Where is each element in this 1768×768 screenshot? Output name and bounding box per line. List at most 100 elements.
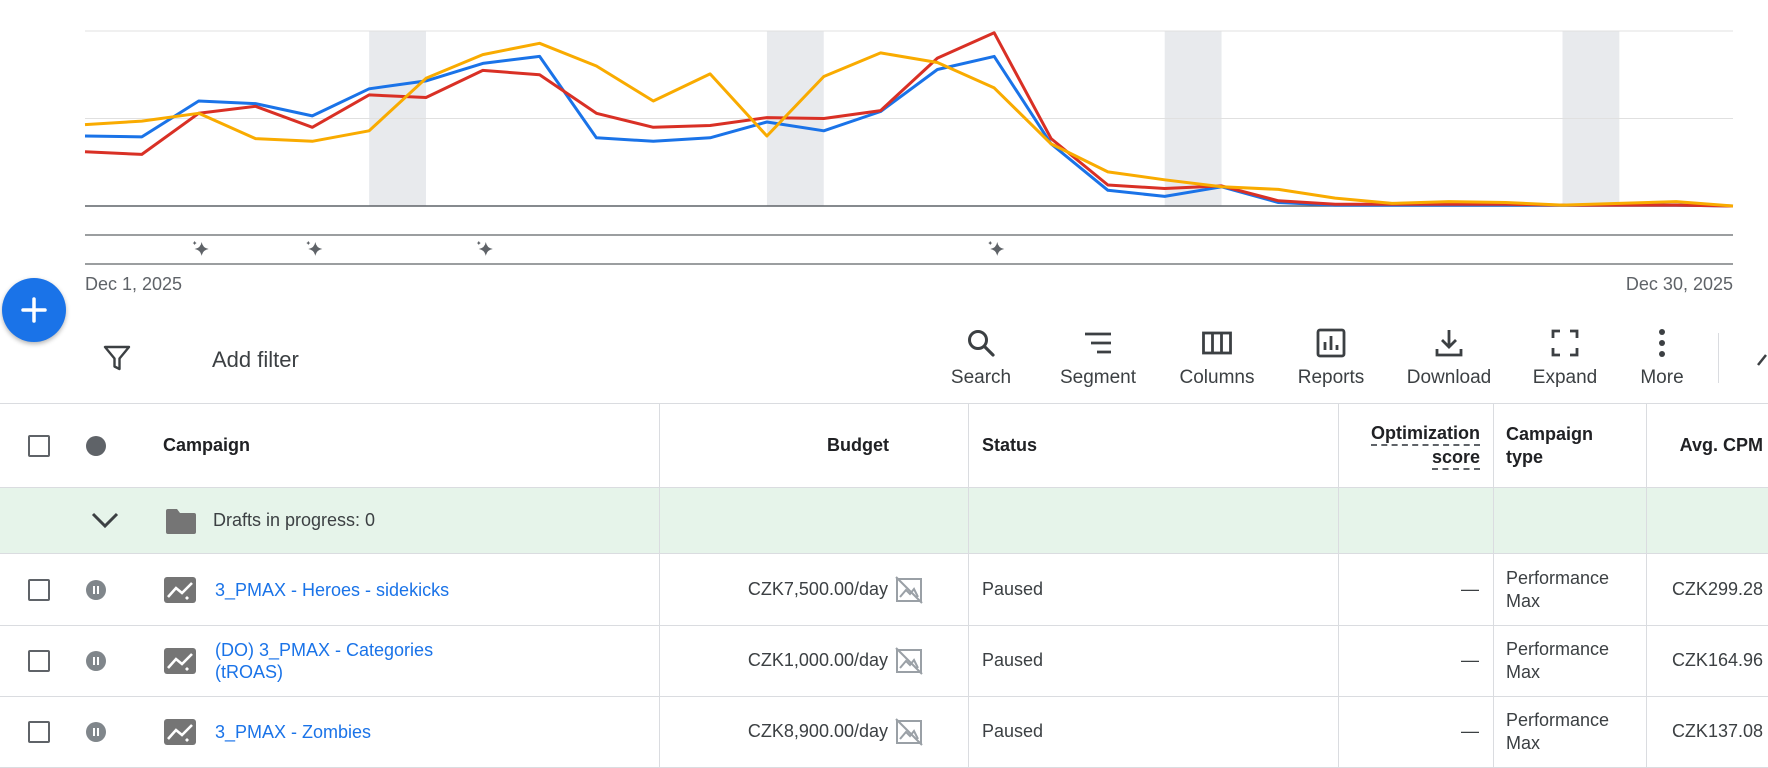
select-all-cell <box>28 404 50 487</box>
sparkle-annotation-icon[interactable] <box>192 241 209 256</box>
add-filter-button[interactable]: Add filter <box>212 347 299 372</box>
optimization-score-value: — <box>1339 625 1494 696</box>
header-campaign-type-line1: Campaign <box>1506 423 1594 444</box>
toolbar-divider <box>1718 333 1719 383</box>
header-optimization-score[interactable]: Optimization score <box>1339 404 1494 487</box>
download-icon <box>1435 330 1463 357</box>
series-line-1 <box>84 54 1734 208</box>
campaign-type-cell: Performance Max <box>1494 625 1647 696</box>
more-tool-button[interactable]: More <box>1607 327 1717 389</box>
performance-max-icon <box>164 647 196 674</box>
performance-chart: Dec 1, 2025 Dec 30, 2025 <box>0 0 1768 310</box>
create-button[interactable] <box>2 278 66 342</box>
campaign-name-link[interactable]: 3_PMAX - Zombies <box>215 721 371 743</box>
paused-status-icon <box>86 579 106 600</box>
row-status-cell <box>86 625 106 696</box>
status-filter-dot[interactable] <box>86 435 106 456</box>
campaign-type-line1: Performance <box>1506 567 1610 588</box>
table-row: 3_PMAX - Zombies CZK8,900.00/day Paused … <box>0 696 1768 768</box>
select-all-checkbox[interactable] <box>28 434 50 457</box>
segment-icon <box>1085 332 1111 354</box>
campaign-name-link[interactable]: (DO) 3_PMAX - Categories (tROAS) <box>215 639 433 683</box>
row-checkbox-cell <box>28 625 50 696</box>
row-campaign-cell: (DO) 3_PMAX - Categories (tROAS) <box>0 625 660 696</box>
campaign-name-link[interactable]: 3_PMAX - Heroes - sidekicks <box>215 579 449 601</box>
row-checkbox[interactable] <box>28 720 50 743</box>
download-tool-label: Download <box>1406 367 1492 388</box>
drafts-label: Drafts in progress: 0 <box>213 510 376 530</box>
row-checkbox-cell <box>28 696 50 767</box>
row-budget-cell: CZK8,900.00/day <box>660 696 969 767</box>
row-checkbox[interactable] <box>28 649 50 672</box>
search-tool-button[interactable]: Search <box>926 327 1036 389</box>
campaign-type-line2: Max <box>1506 732 1541 753</box>
drafts-divider-2 <box>660 488 969 553</box>
budget-value: CZK8,900.00/day <box>747 721 888 741</box>
status-dot-header <box>86 404 106 487</box>
drafts-row: Drafts in progress: 0 <box>0 488 1768 554</box>
performance-max-icon <box>164 718 196 745</box>
download-tool-button[interactable]: Download <box>1394 327 1504 389</box>
status-value[interactable]: Paused <box>969 625 1339 696</box>
filter-icon[interactable] <box>102 343 132 373</box>
row-checkbox[interactable] <box>28 578 50 601</box>
segment-tool-button[interactable]: Segment <box>1043 327 1153 389</box>
campaign-type-cell: Performance Max <box>1494 696 1647 767</box>
columns-icon <box>1202 331 1232 355</box>
header-campaign[interactable]: Campaign <box>0 404 660 487</box>
campaign-type-cell: Performance Max <box>1494 554 1647 625</box>
paused-status-icon <box>86 721 106 742</box>
more-vert-icon <box>1659 329 1665 357</box>
avg-cpm-value: CZK299.28 <box>1671 579 1763 599</box>
budget-image-off-icon[interactable] <box>894 575 924 605</box>
campaign-type-line1: Performance <box>1506 638 1610 659</box>
drafts-divider-3 <box>969 488 1339 553</box>
status-value[interactable]: Paused <box>969 696 1339 767</box>
folder-icon <box>166 509 196 534</box>
status-value[interactable]: Paused <box>969 554 1339 625</box>
line-chart <box>84 30 1734 265</box>
header-avg-cpm[interactable]: Avg. CPM <box>1679 435 1763 455</box>
budget-image-off-icon[interactable] <box>894 717 924 747</box>
header-budget[interactable]: Budget <box>660 404 969 487</box>
campaign-name-line1: (DO) 3_PMAX - Categories <box>215 639 434 660</box>
avg-cpm-value: CZK137.08 <box>1671 721 1763 741</box>
table-row: (DO) 3_PMAX - Categories (tROAS) CZK1,00… <box>0 625 1768 697</box>
sparkle-annotation-icon[interactable] <box>306 241 323 256</box>
expand-tool-button[interactable]: Expand <box>1510 327 1620 389</box>
header-optimization-score-line2: score <box>1431 446 1480 470</box>
chart-end-date: Dec 30, 2025 <box>1625 274 1733 294</box>
collapse-chevron-icon[interactable] <box>1756 353 1768 367</box>
paused-status-icon <box>86 650 106 671</box>
campaign-type-line2: Max <box>1506 661 1541 682</box>
optimization-score-value: — <box>1339 554 1494 625</box>
budget-value: CZK1,000.00/day <box>747 650 888 670</box>
table-header-row: Campaign Budget Status Optimization scor… <box>0 404 1768 488</box>
campaign-name-line1: 3_PMAX - Zombies <box>215 721 372 742</box>
header-optimization-score-line1: Optimization <box>1371 422 1480 446</box>
reports-tool-label: Reports <box>1297 367 1365 388</box>
expand-tool-label: Expand <box>1532 367 1598 388</box>
table-row: 3_PMAX - Heroes - sidekicks CZK7,500.00/… <box>0 554 1768 626</box>
columns-tool-button[interactable]: Columns <box>1162 327 1272 389</box>
plus-icon <box>21 297 47 323</box>
sparkle-annotation-icon[interactable] <box>476 241 493 256</box>
reports-tool-button[interactable]: Reports <box>1276 327 1386 389</box>
chart-start-date: Dec 1, 2025 <box>85 274 183 294</box>
avg-cpm-value: CZK164.96 <box>1671 650 1763 670</box>
optimization-score-value: — <box>1339 696 1494 767</box>
header-campaign-type[interactable]: Campaign type <box>1494 404 1647 487</box>
header-status[interactable]: Status <box>969 404 1339 487</box>
columns-tool-label: Columns <box>1179 367 1255 388</box>
table-toolbar: Add filter Search Segment Columns Report… <box>0 313 1768 404</box>
campaign-name-line1: 3_PMAX - Heroes - sidekicks <box>215 579 450 600</box>
performance-max-icon <box>164 576 196 603</box>
campaign-name-line2: (tROAS) <box>215 661 284 682</box>
more-tool-label: More <box>1640 367 1684 388</box>
chevron-down-icon[interactable] <box>90 510 120 530</box>
sparkle-annotation-icon[interactable] <box>988 241 1005 256</box>
search-icon <box>968 330 995 357</box>
search-tool-label: Search <box>950 367 1012 388</box>
budget-image-off-icon[interactable] <box>894 646 924 676</box>
campaign-type-line2: Max <box>1506 590 1541 611</box>
